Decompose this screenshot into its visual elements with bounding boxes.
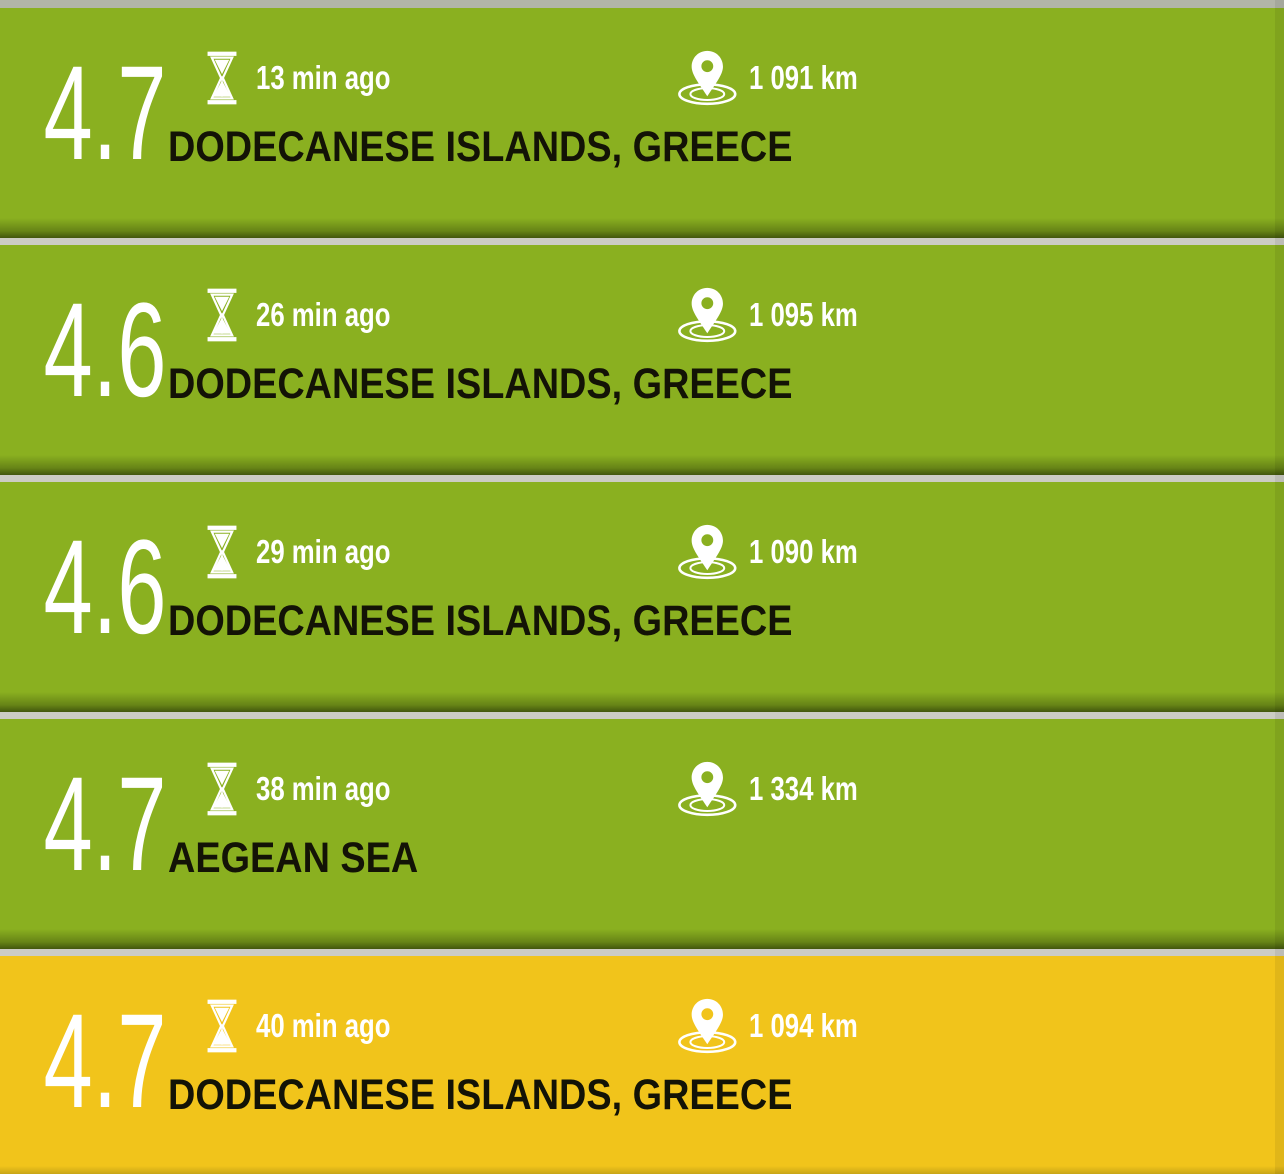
hourglass-icon	[205, 994, 239, 1058]
map-pin-icon	[676, 282, 742, 348]
card-details: 40 min ago 1 094 km DODECANESE ISLANDS, …	[168, 956, 1274, 1122]
magnitude-value: 4.6	[43, 512, 167, 662]
time-ago-label: 13 min ago	[256, 59, 391, 96]
time-ago-label: 38 min ago	[256, 770, 391, 807]
top-strip	[0, 0, 1284, 8]
meta-row: 40 min ago 1 094 km	[168, 993, 1274, 1059]
meta-row: 13 min ago 1 091 km	[168, 45, 1274, 111]
location-name: AEGEAN SEA	[168, 834, 419, 882]
map-pin-icon	[676, 993, 742, 1059]
card-details: 13 min ago 1 091 km DODECANESE ISLANDS, …	[168, 8, 1274, 174]
earthquake-list: 4.7 13 min ago	[0, 8, 1284, 1174]
earthquake-card[interactable]: 4.6 29 min ago	[0, 482, 1284, 712]
card-details: 26 min ago 1 095 km DODECANESE ISLANDS, …	[168, 245, 1274, 411]
distance-label: 1 094 km	[749, 1007, 858, 1044]
location-name: DODECANESE ISLANDS, GREECE	[168, 360, 793, 408]
map-pin-icon	[676, 756, 742, 822]
card-details: 29 min ago 1 090 km DODECANESE ISLANDS, …	[168, 482, 1274, 648]
hourglass-icon	[205, 46, 239, 110]
distance-label: 1 090 km	[749, 533, 858, 570]
location-name: DODECANESE ISLANDS, GREECE	[168, 597, 793, 645]
distance-label: 1 091 km	[749, 59, 858, 96]
distance-label: 1 334 km	[749, 770, 858, 807]
earthquake-card[interactable]: 4.7 38 min ago	[0, 719, 1284, 949]
magnitude-value: 4.7	[43, 749, 167, 899]
time-ago-label: 40 min ago	[256, 1007, 391, 1044]
hourglass-icon	[205, 757, 239, 821]
hourglass-icon	[205, 283, 239, 347]
hourglass-icon	[205, 520, 239, 584]
location-name: DODECANESE ISLANDS, GREECE	[168, 1071, 793, 1119]
earthquake-card[interactable]: 4.7 40 min ago	[0, 956, 1284, 1174]
magnitude-value: 4.6	[43, 275, 167, 425]
time-ago-label: 29 min ago	[256, 533, 391, 570]
magnitude-value: 4.7	[43, 986, 167, 1136]
map-pin-icon	[676, 45, 742, 111]
meta-row: 38 min ago 1 334 km	[168, 756, 1274, 822]
time-ago-label: 26 min ago	[256, 296, 391, 333]
earthquake-card[interactable]: 4.7 13 min ago	[0, 8, 1284, 238]
meta-row: 26 min ago 1 095 km	[168, 282, 1274, 348]
location-name: DODECANESE ISLANDS, GREECE	[168, 123, 793, 171]
magnitude-value: 4.7	[43, 38, 167, 188]
distance-label: 1 095 km	[749, 296, 858, 333]
map-pin-icon	[676, 519, 742, 585]
meta-row: 29 min ago 1 090 km	[168, 519, 1274, 585]
earthquake-card[interactable]: 4.6 26 min ago	[0, 245, 1284, 475]
card-details: 38 min ago 1 334 km AEGEAN SEA	[168, 719, 1274, 885]
